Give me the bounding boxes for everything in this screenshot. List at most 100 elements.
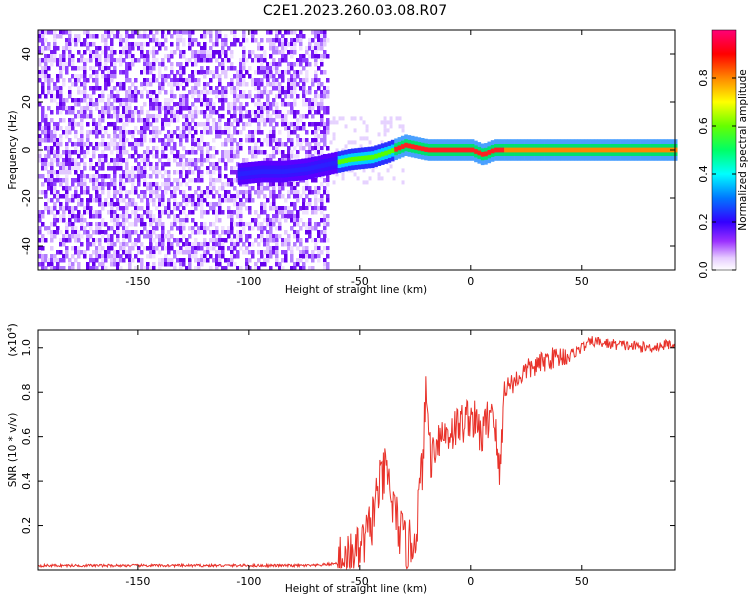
spec-noise-cell bbox=[173, 222, 177, 227]
spec-noise-cell bbox=[41, 50, 45, 55]
spec-noise-cell bbox=[227, 122, 231, 127]
spec-noise-cell bbox=[155, 98, 159, 103]
spec-noise-cell bbox=[248, 130, 252, 135]
spec-noise-cell bbox=[62, 214, 66, 219]
spec-noise-cell bbox=[224, 50, 228, 55]
spec-noise-cell bbox=[38, 190, 42, 195]
spec-noise-cell bbox=[266, 230, 270, 235]
spec-noise-cell bbox=[80, 106, 84, 111]
spec-noise-cell bbox=[149, 198, 153, 203]
spec-noise-cell bbox=[89, 74, 93, 79]
spec-noise-cell bbox=[158, 170, 162, 175]
spec-noise-cell bbox=[212, 90, 216, 95]
spec-noise-cell bbox=[131, 130, 135, 135]
spec-noise-cell bbox=[107, 186, 111, 191]
spec-noise-cell bbox=[77, 34, 81, 39]
spec-noise-cell bbox=[107, 194, 111, 199]
spec-noise-cell bbox=[80, 234, 84, 239]
spec-noise-cell bbox=[305, 178, 309, 183]
spec-noise-cell bbox=[293, 230, 297, 235]
spec-noise-cell bbox=[164, 74, 168, 79]
spec-noise-cell bbox=[218, 258, 222, 263]
spec-noise-cell bbox=[182, 70, 186, 75]
spec-noise-cell bbox=[74, 134, 78, 139]
spec-noise-cell bbox=[293, 62, 297, 67]
spec-noise-cell bbox=[164, 122, 168, 127]
spec-noise-cell bbox=[89, 174, 93, 179]
spec-noise-cell bbox=[149, 38, 153, 43]
spec-noise-cell bbox=[119, 186, 123, 191]
spec-noise-cell bbox=[239, 190, 243, 195]
spec-noise-cell bbox=[290, 130, 294, 135]
spec-noise-cell bbox=[236, 194, 240, 199]
spec-noise-cell bbox=[245, 182, 249, 187]
spec-noise-cell bbox=[38, 134, 42, 139]
spec-noise-cell bbox=[140, 142, 144, 147]
spec-noise-cell bbox=[119, 178, 123, 183]
spec-noise-cell bbox=[191, 114, 195, 119]
spec-noise-cell bbox=[224, 42, 228, 47]
spec-noise-cell bbox=[44, 94, 48, 99]
spec-noise-cell bbox=[167, 210, 171, 215]
spec-noise-cell bbox=[71, 206, 75, 211]
spec-noise-cell bbox=[146, 78, 150, 83]
spec-noise-cell bbox=[236, 146, 240, 151]
spec-noise-cell bbox=[203, 30, 207, 35]
spec-noise-cell bbox=[308, 226, 312, 231]
spec-noise-cell bbox=[50, 178, 54, 183]
spec-noise-cell bbox=[239, 58, 243, 63]
spec-noise-cell bbox=[56, 154, 60, 159]
spec-noise-cell bbox=[287, 134, 291, 139]
spec-noise-cell bbox=[182, 126, 186, 131]
spec-noise-cell bbox=[125, 70, 129, 75]
spec-noise-cell bbox=[224, 166, 228, 171]
spec-noise-cell bbox=[173, 50, 177, 55]
spec-noise-cell bbox=[125, 226, 129, 231]
spec-noise-cell bbox=[161, 246, 165, 251]
spec-noise-cell bbox=[170, 110, 174, 115]
spec-noise-cell bbox=[143, 118, 147, 123]
spec-noise-cell bbox=[272, 62, 276, 67]
spec-faint-cell bbox=[341, 116, 345, 121]
snr-xtick-label: -100 bbox=[236, 575, 261, 588]
spec-noise-cell bbox=[215, 38, 219, 43]
spec-noise-cell bbox=[89, 34, 93, 39]
spec-noise-cell bbox=[143, 190, 147, 195]
spec-noise-cell bbox=[275, 50, 279, 55]
spec-noise-cell bbox=[140, 154, 144, 159]
spec-noise-cell bbox=[287, 122, 291, 127]
spec-noise-cell bbox=[269, 218, 273, 223]
spec-noise-cell bbox=[284, 258, 288, 263]
spec-noise-cell bbox=[221, 62, 225, 67]
spec-noise-cell bbox=[68, 118, 72, 123]
spec-signal-cell bbox=[257, 169, 262, 175]
spec-noise-cell bbox=[236, 142, 240, 147]
spec-noise-cell bbox=[320, 58, 324, 63]
spec-noise-cell bbox=[200, 46, 204, 51]
spec-noise-cell bbox=[257, 106, 261, 111]
spec-noise-cell bbox=[155, 114, 159, 119]
spec-noise-cell bbox=[101, 98, 105, 103]
spec-noise-cell bbox=[65, 230, 69, 235]
spec-signal-cell bbox=[271, 169, 275, 174]
spec-noise-cell bbox=[242, 242, 246, 247]
spec-noise-cell bbox=[77, 182, 81, 187]
spec-noise-cell bbox=[230, 258, 234, 263]
spec-noise-cell bbox=[71, 150, 75, 155]
spec-noise-cell bbox=[53, 190, 57, 195]
spec-noise-cell bbox=[320, 46, 324, 51]
spec-noise-cell bbox=[47, 138, 51, 143]
spec-noise-cell bbox=[272, 82, 276, 87]
spec-noise-cell bbox=[152, 54, 156, 59]
spec-noise-cell bbox=[89, 162, 93, 167]
spec-noise-cell bbox=[104, 174, 108, 179]
spec-noise-cell bbox=[236, 106, 240, 111]
spec-noise-cell bbox=[59, 62, 63, 67]
spec-noise-cell bbox=[107, 30, 111, 35]
spec-noise-cell bbox=[194, 122, 198, 127]
spec-noise-cell bbox=[290, 250, 294, 255]
spec-noise-cell bbox=[59, 66, 63, 71]
spec-noise-cell bbox=[233, 38, 237, 43]
spec-signal-cell bbox=[464, 147, 468, 153]
spec-noise-cell bbox=[74, 82, 78, 87]
